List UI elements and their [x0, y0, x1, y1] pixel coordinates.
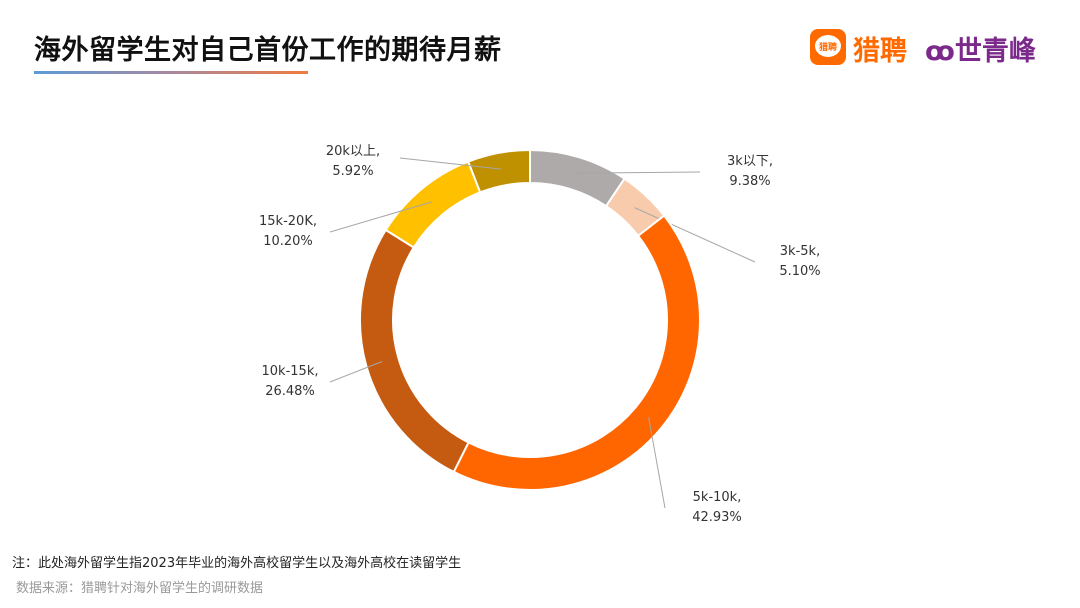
leader-line-3 [648, 417, 666, 509]
data-label-category: 5k-10k, [692, 490, 742, 505]
data-label: 20k以上, 5.92% [313, 142, 393, 182]
donut-slice-5 [384, 160, 482, 249]
data-label-value: 5.92% [332, 164, 374, 179]
data-label: 3k以下, 9.38% [710, 152, 790, 192]
leader-line-6 [399, 157, 502, 170]
shiqingfeng-mark: ꝏ [925, 36, 955, 67]
leader-line-4 [329, 361, 383, 383]
data-label-category: 3k-5k, [779, 244, 821, 259]
page-title: 海外留学生对自己首份工作的期待月薪 [34, 35, 502, 66]
data-label-category: 15k-20K, [259, 214, 317, 229]
data-label-value: 9.38% [729, 174, 771, 189]
liepin-logo-icon: 猎聘 [810, 29, 846, 65]
data-label-value: 10.20% [263, 234, 313, 249]
data-source: 数据来源：猎聘针对海外留学生的调研数据 [16, 581, 264, 596]
title-underline [34, 71, 308, 74]
data-label: 3k-5k, 5.10% [760, 242, 840, 282]
shiqingfeng-logo: ꝏ世青峰 [925, 29, 1036, 68]
footnote: 注：此处海外留学生指2023年毕业的海外高校留学生以及海外高校在读留学生 [12, 556, 462, 571]
data-label: 15k-20K, 10.20% [248, 212, 328, 252]
leader-line-1 [574, 171, 701, 174]
data-label: 5k-10k, 42.93% [677, 488, 757, 528]
data-label-value: 5.10% [779, 264, 821, 279]
data-label: 10k-15k, 26.48% [250, 362, 330, 402]
data-label-category: 3k以下, [727, 154, 773, 169]
liepin-logo-text: 猎聘 [853, 36, 907, 67]
leader-line-2 [634, 207, 756, 263]
data-label-category: 20k以上, [325, 144, 381, 159]
data-label-value: 26.48% [265, 384, 315, 399]
donut-slice-3 [452, 214, 701, 491]
liepin-logo-bubble: 猎聘 [815, 35, 841, 57]
data-label-value: 42.93% [692, 510, 742, 525]
donut-slice-6 [466, 148, 531, 194]
shiqingfeng-text: 世青峰 [954, 36, 1036, 67]
leader-line-5 [329, 201, 433, 233]
donut-slice-1 [529, 148, 626, 208]
data-label-category: 10k-15k, [261, 364, 319, 379]
donut-slice-4 [359, 228, 470, 474]
